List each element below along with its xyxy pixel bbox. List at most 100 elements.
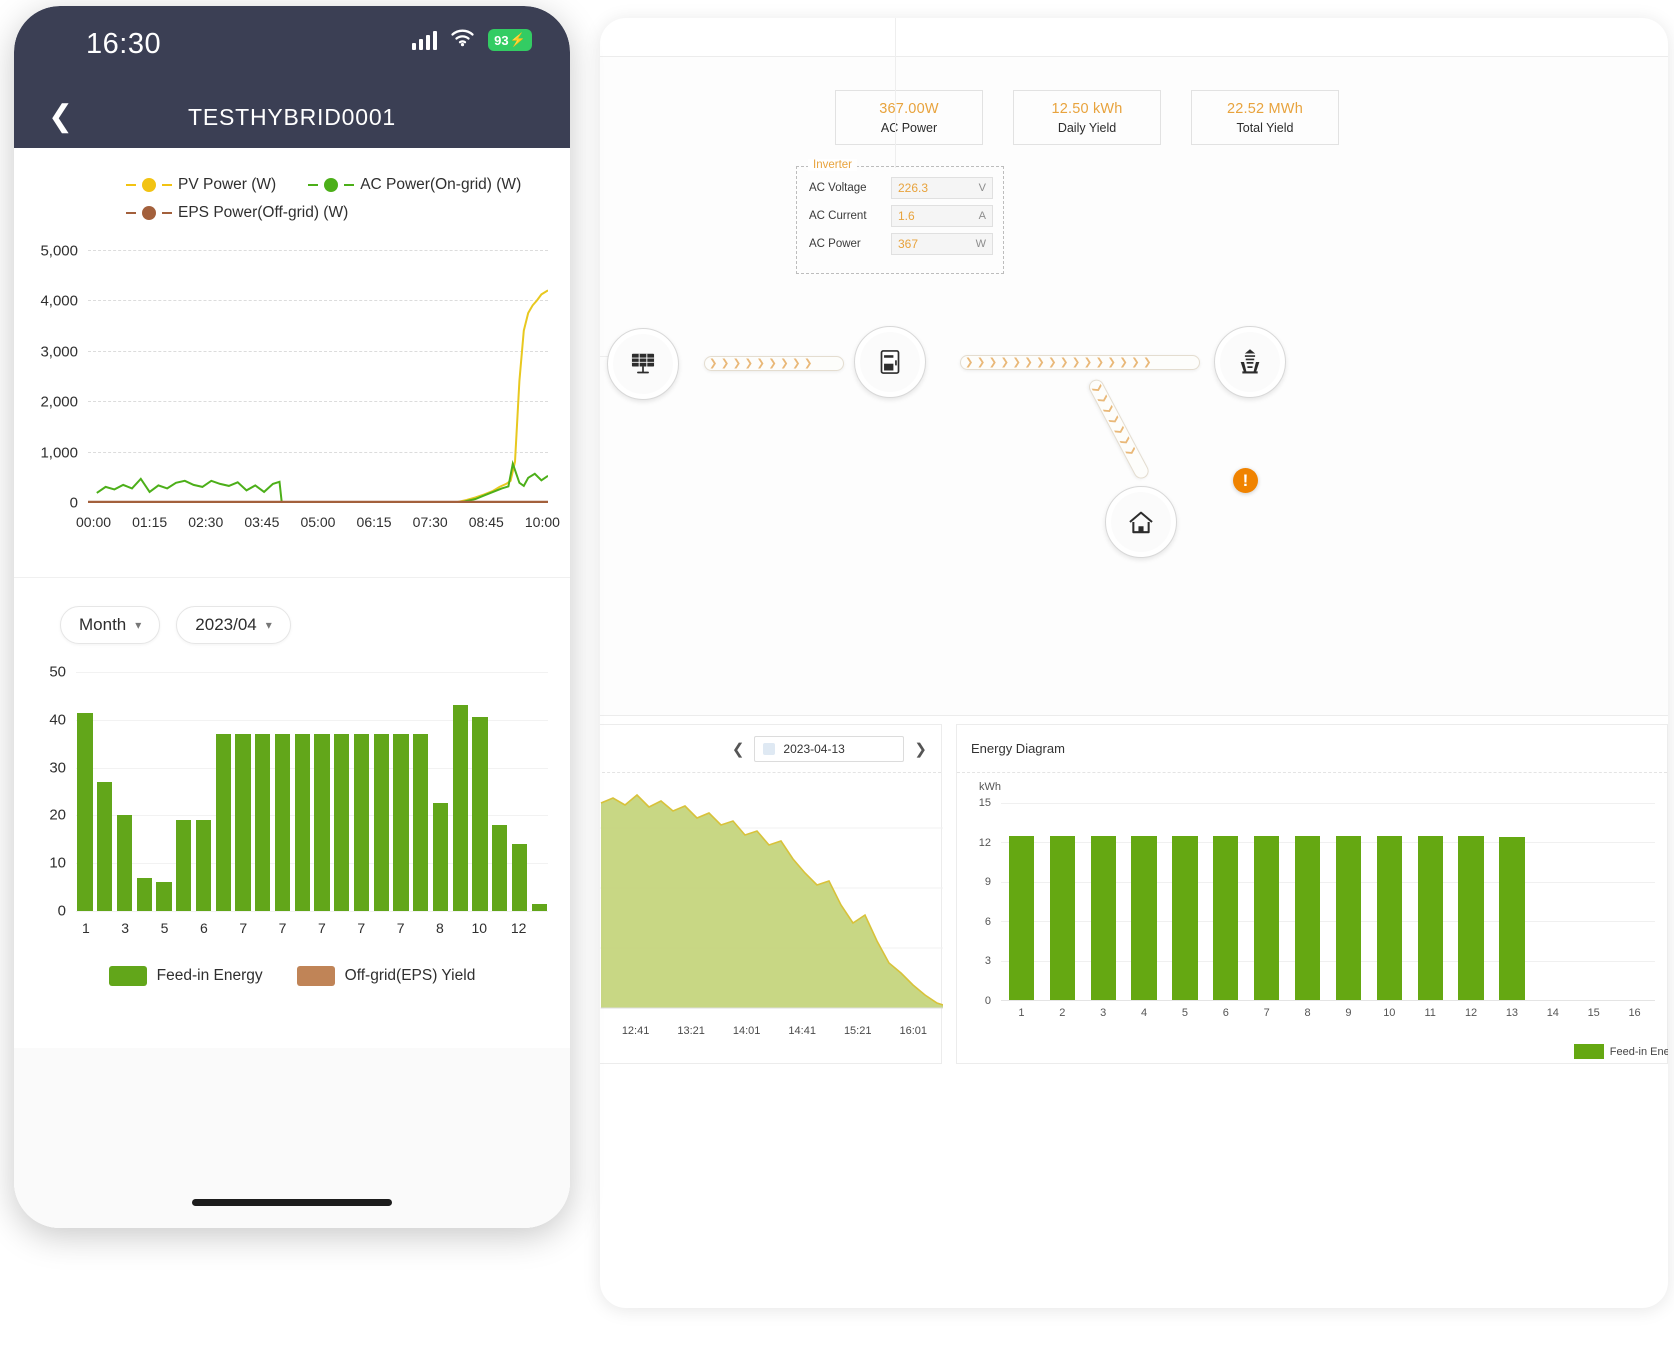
- next-day-button[interactable]: ❯: [914, 740, 927, 758]
- bar-slot[interactable]: [195, 672, 213, 911]
- xtick: 12: [510, 920, 527, 936]
- xtick: 1: [1018, 1007, 1025, 1019]
- bar-slot[interactable]: [1246, 803, 1287, 1000]
- power-chart-legend: PV Power (W) AC Power(On-grid) (W): [14, 148, 570, 232]
- bar-slot[interactable]: [1165, 803, 1206, 1000]
- legend-item-pv-power[interactable]: PV Power (W): [126, 176, 276, 194]
- bar-slot[interactable]: [1287, 803, 1328, 1000]
- bar-slot[interactable]: [135, 672, 153, 911]
- bar-slot[interactable]: [155, 672, 173, 911]
- bar-slot[interactable]: [76, 672, 94, 911]
- ytick: 20: [49, 806, 66, 824]
- xtick: 11: [1424, 1007, 1436, 1019]
- date-input[interactable]: 2023-04-13: [754, 735, 905, 762]
- bar-slot[interactable]: [1328, 803, 1369, 1000]
- bar-slot[interactable]: [254, 672, 272, 911]
- stat-card-ac-power[interactable]: 367.00W AC Power: [835, 90, 983, 145]
- bar-slot[interactable]: [214, 672, 232, 911]
- bar: [432, 803, 448, 911]
- series-line: [88, 290, 548, 502]
- bar-slot[interactable]: [392, 672, 410, 911]
- overview-panel: [600, 56, 1668, 716]
- legend-item-eps-power[interactable]: EPS Power(Off-grid) (W): [126, 204, 348, 222]
- bar-slot[interactable]: [1369, 803, 1410, 1000]
- bar-slot[interactable]: [1614, 803, 1655, 1000]
- back-chevron-icon[interactable]: ❮: [48, 100, 74, 133]
- bar-slot[interactable]: [353, 672, 371, 911]
- xtick: [528, 920, 548, 936]
- month-selector[interactable]: 2023/04 ▾: [176, 606, 291, 644]
- inverter-row-field: 367 W: [891, 232, 993, 255]
- chevron-down-icon: ▾: [135, 618, 142, 632]
- legend-item-off-grid-yield[interactable]: Off-grid(EPS) Yield: [296, 966, 476, 986]
- period-selector[interactable]: Month ▾: [60, 606, 161, 644]
- bar-slot[interactable]: [1573, 803, 1614, 1000]
- home-indicator[interactable]: [192, 1199, 392, 1206]
- calendar-icon: [763, 742, 776, 755]
- stat-card-daily-yield[interactable]: 12.50 kWh Daily Yield: [1013, 90, 1161, 145]
- legend-item-feed-in-energy[interactable]: Feed-in Energy: [108, 966, 263, 986]
- bar-slot[interactable]: [1451, 803, 1492, 1000]
- monthly-energy-bar-chart: 50 40 30 20 10 0 1 3 5 6 7 7 7 7 7 8 10 12 Feed-in …: [14, 663, 570, 986]
- bar: [1376, 835, 1402, 1000]
- xtick: 14:41: [788, 1025, 816, 1037]
- bar-slot[interactable]: [412, 672, 430, 911]
- bar-slot[interactable]: [234, 672, 252, 911]
- legend-item-ac-power[interactable]: AC Power(On-grid) (W): [308, 176, 521, 194]
- bar-slot[interactable]: [471, 672, 489, 911]
- bar-slot[interactable]: [432, 672, 450, 911]
- power-line-chart: 5,000 4,000 3,000 2,000 1,000 0 00:00 01…: [14, 242, 570, 542]
- warning-badge-icon[interactable]: !: [1233, 468, 1258, 493]
- legend-swatch: [108, 966, 147, 986]
- bar: [452, 705, 468, 911]
- xtick: 10:00: [524, 514, 560, 530]
- ytick: 12: [978, 836, 991, 849]
- xtick: [489, 920, 509, 936]
- bar-slot[interactable]: [1410, 803, 1451, 1000]
- chart-selectors: Month ▾ 2023/04 ▾: [14, 578, 570, 644]
- bar: [1254, 835, 1280, 1000]
- legend-label: Off-grid(EPS) Yield: [344, 967, 476, 984]
- energy-diagram-yaxis-unit: kWh: [979, 781, 1001, 793]
- stat-label: AC Power: [880, 120, 938, 135]
- prev-day-button[interactable]: ❮: [731, 740, 745, 758]
- xtick: 07:30: [412, 514, 448, 530]
- ytick: 40: [49, 711, 66, 729]
- bar-slot[interactable]: [511, 672, 529, 911]
- bar-slot[interactable]: [372, 672, 390, 911]
- power-chart-xlabels: 00:00 01:15 02:30 03:45 05:00 06:15 07:3…: [76, 514, 560, 530]
- power-chart-card: PV Power (W) AC Power(On-grid) (W): [14, 148, 570, 578]
- bar-slot[interactable]: [333, 672, 351, 911]
- stat-card-total-yield[interactable]: 22.52 MWh Total Yield: [1191, 90, 1339, 145]
- bar-slot[interactable]: [1205, 803, 1246, 1000]
- bar-slot[interactable]: [451, 672, 469, 911]
- grid-tower-icon[interactable]: [1214, 326, 1286, 398]
- bar-slot[interactable]: [116, 672, 134, 911]
- bar-slot[interactable]: [530, 672, 548, 911]
- xtick: 08:45: [468, 514, 504, 530]
- bar-slot[interactable]: [175, 672, 193, 911]
- flow-pipe-grid-to-home: ❯❯❯❯❯❯❯: [1086, 376, 1152, 482]
- bar-slot[interactable]: [1492, 803, 1533, 1000]
- bar-slot[interactable]: [1532, 803, 1573, 1000]
- stat-cards: 367.00W AC Power 12.50 kWh Daily Yield 2…: [835, 90, 1339, 145]
- bar-slot[interactable]: [1083, 803, 1124, 1000]
- xtick: [332, 920, 352, 936]
- bar-slot[interactable]: [1042, 803, 1083, 1000]
- bar-slot[interactable]: [293, 672, 311, 911]
- solar-panel-icon[interactable]: [607, 328, 679, 400]
- flow-pipe-inverter-to-grid: ❯❯❯❯❯❯❯❯❯❯❯❯❯❯❯❯: [960, 355, 1200, 370]
- xtick: [214, 920, 234, 936]
- bar-slot[interactable]: [274, 672, 292, 911]
- bar-slot[interactable]: [1001, 803, 1042, 1000]
- xtick: 7: [357, 920, 366, 936]
- inverter-icon[interactable]: [854, 326, 926, 398]
- home-icon[interactable]: [1105, 486, 1177, 558]
- bar-slot[interactable]: [313, 672, 331, 911]
- bar-slot[interactable]: [96, 672, 114, 911]
- bar-slot[interactable]: [1124, 803, 1165, 1000]
- stat-label: Total Yield: [1236, 120, 1294, 135]
- bar-slot[interactable]: [491, 672, 509, 911]
- ytick: 50: [49, 663, 66, 681]
- xtick: 6: [199, 920, 208, 936]
